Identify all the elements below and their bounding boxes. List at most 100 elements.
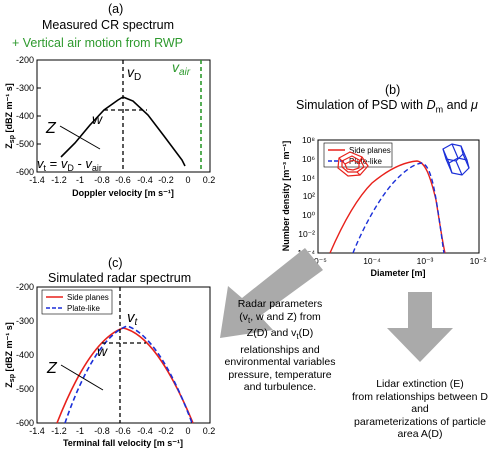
panel-b-xtick: 10⁻⁵ bbox=[309, 256, 326, 266]
panel-b-ytick: 10⁻² bbox=[298, 229, 315, 239]
radar-text-sub: t bbox=[247, 315, 251, 325]
radar-text-line: Z(D) and vt(D) bbox=[222, 327, 338, 344]
panel-c-ytick: -300 bbox=[16, 316, 34, 326]
panel-c-ylabel: Zsp [dBZ m⁻¹ s] bbox=[4, 322, 16, 387]
panel-c: -200 -300 -400 -500 -600 -1.4 -1.2 -1 -0… bbox=[4, 282, 215, 448]
lidar-extinction-text: Lidar extinction (E) from relationships … bbox=[342, 378, 498, 441]
panel-b-ytick: 10⁴ bbox=[302, 173, 315, 183]
radar-text-span: Z(D) and v bbox=[246, 327, 297, 340]
panel-b-title: Simulation of PSD with Dm and μ bbox=[296, 98, 478, 115]
radar-text-line: Radar parameters bbox=[237, 298, 323, 310]
radar-text-line: and turbulence. bbox=[243, 381, 317, 394]
panel-b-ytick: 10⁸ bbox=[302, 135, 315, 145]
radar-text-line: relationships and bbox=[240, 343, 320, 356]
panel-c-ytick: -400 bbox=[16, 350, 34, 360]
panel-b-ytick: 10² bbox=[303, 191, 315, 201]
panel-b-ylabel: Number density [m⁻³ m⁻¹] bbox=[281, 141, 291, 252]
plate-crystal-icon bbox=[442, 143, 470, 176]
panel-a-vair-label: vair bbox=[172, 59, 191, 78]
panel-b-title-and: and bbox=[443, 98, 471, 112]
panel-a-w-label: w bbox=[92, 111, 103, 127]
panel-a-xtick: -0.2 bbox=[158, 175, 174, 185]
panel-c-xtick: -1.4 bbox=[29, 426, 45, 436]
panel-a-ylabel: Zsp [dBZ m⁻¹ s] bbox=[4, 83, 16, 148]
panel-a-z-pointer bbox=[59, 125, 101, 150]
panel-a-z-label: Z bbox=[45, 120, 57, 137]
panel-a-title: Measured CR spectrum bbox=[42, 18, 174, 32]
panel-a-xtick: -1.2 bbox=[51, 175, 67, 185]
arrow-psd-to-radar bbox=[220, 248, 323, 338]
panel-a: -200 -300 -400 -500 -600 -1.4 -1.2 -1 -0… bbox=[4, 55, 215, 198]
panel-c-xtick: -1 bbox=[76, 426, 84, 436]
panel-c-ytick: -600 bbox=[16, 418, 34, 428]
panel-c-xtick: 0 bbox=[185, 426, 190, 436]
radar-text-sub: t bbox=[296, 332, 299, 342]
panel-c-title: Simulated radar spectrum bbox=[48, 271, 192, 285]
panel-c-xtick: -0.6 bbox=[115, 426, 131, 436]
panel-b-title-d: D bbox=[426, 98, 436, 112]
arrow-psd-to-lidar bbox=[387, 292, 453, 362]
panel-c-legend bbox=[41, 289, 113, 315]
panel-c-plate-like-line bbox=[64, 325, 193, 424]
panel-c-ytick: -200 bbox=[16, 282, 34, 292]
panel-a-xtick: -0.4 bbox=[137, 175, 153, 185]
panel-c-axes-frame bbox=[36, 286, 211, 424]
panel-b-axes-frame bbox=[317, 139, 480, 254]
panel-c-xtick: -0.2 bbox=[158, 426, 174, 436]
panel-c-xtick: -1.2 bbox=[51, 426, 67, 436]
panel-a-xtick: 0.2 bbox=[203, 175, 216, 185]
panel-a-xtick: 0 bbox=[185, 175, 190, 185]
panel-c-w-label: w bbox=[97, 343, 108, 359]
radar-text-line: pressure, temperature bbox=[228, 368, 332, 381]
panel-a-xtick: -1.4 bbox=[29, 175, 45, 185]
panel-b-xlabel: Diameter [m] bbox=[370, 268, 425, 278]
panel-c-z-pointer bbox=[60, 364, 104, 391]
lidar-text-line: Lidar extinction (E) bbox=[376, 378, 464, 390]
radar-text-line: environmental variables bbox=[224, 356, 336, 369]
panel-c-legend-side: Side planes bbox=[67, 293, 109, 302]
panel-c-z-label: Z bbox=[46, 360, 58, 377]
panel-c-xtick: 0.2 bbox=[203, 426, 216, 436]
panel-a-ytick: -500 bbox=[16, 139, 34, 149]
panel-a-ytick: -200 bbox=[16, 55, 34, 65]
panel-c-xtick: -0.4 bbox=[137, 426, 153, 436]
panel-a-xtick: -1 bbox=[76, 175, 84, 185]
radar-text-span: (v bbox=[239, 310, 248, 323]
radar-parameters-text: Radar parameters (vt, w and Z) from Z(D)… bbox=[222, 298, 338, 394]
panel-b-plate-like-line bbox=[352, 162, 445, 254]
panel-a-vd-label: vD bbox=[127, 64, 141, 83]
panel-c-letter: (c) bbox=[108, 256, 123, 270]
panel-b-title-d-sub: m bbox=[435, 104, 444, 115]
panel-b-legend-side: Side planes bbox=[349, 146, 391, 155]
panel-b-ytick: 10⁶ bbox=[302, 154, 315, 164]
panel-b-xtick: 10⁻⁴ bbox=[363, 256, 381, 266]
panel-a-xtick: -0.8 bbox=[94, 175, 110, 185]
panel-b-legend-plate: Plate-like bbox=[349, 157, 382, 166]
lidar-text-line: parameterizations of particle bbox=[354, 415, 486, 428]
lidar-text-line: from relationships between D and bbox=[352, 390, 488, 416]
panel-a-subtitle: + Vertical air motion from RWP bbox=[12, 36, 184, 50]
radar-text-span: (D) bbox=[298, 327, 314, 340]
panel-b-title-pre: Simulation of PSD with bbox=[296, 98, 427, 112]
radar-text-line: (vt, w and Z) from bbox=[222, 311, 338, 328]
panel-c-ytick: -500 bbox=[16, 384, 34, 394]
panel-a-equation: vt = vD - vair bbox=[37, 156, 102, 173]
panel-b-xtick: 10⁻² bbox=[470, 256, 487, 266]
panel-a-ytick: -400 bbox=[16, 111, 34, 121]
panel-c-xlabel: Terminal fall velocity [m s⁻¹] bbox=[63, 438, 183, 448]
side-plane-crystal-icon bbox=[337, 151, 369, 177]
panel-b-title-mu: μ bbox=[470, 98, 478, 112]
panel-b-side-planes-line bbox=[329, 160, 446, 254]
panel-a-xtick: -0.6 bbox=[115, 175, 131, 185]
panel-c-xtick: -0.8 bbox=[94, 426, 110, 436]
panel-b-xtick: 10⁻³ bbox=[417, 256, 434, 266]
panel-a-ytick: -300 bbox=[16, 83, 34, 93]
panel-a-xlabel: Doppler velocity [m s⁻¹] bbox=[72, 188, 174, 198]
panel-c-legend-plate: Plate-like bbox=[67, 304, 100, 313]
radar-text-span: , w and Z) from bbox=[250, 310, 321, 323]
panel-c-vt-label: vt bbox=[127, 309, 139, 328]
panel-a-letter: (a) bbox=[108, 2, 124, 16]
panel-b-ytick: 10⁰ bbox=[302, 210, 315, 220]
